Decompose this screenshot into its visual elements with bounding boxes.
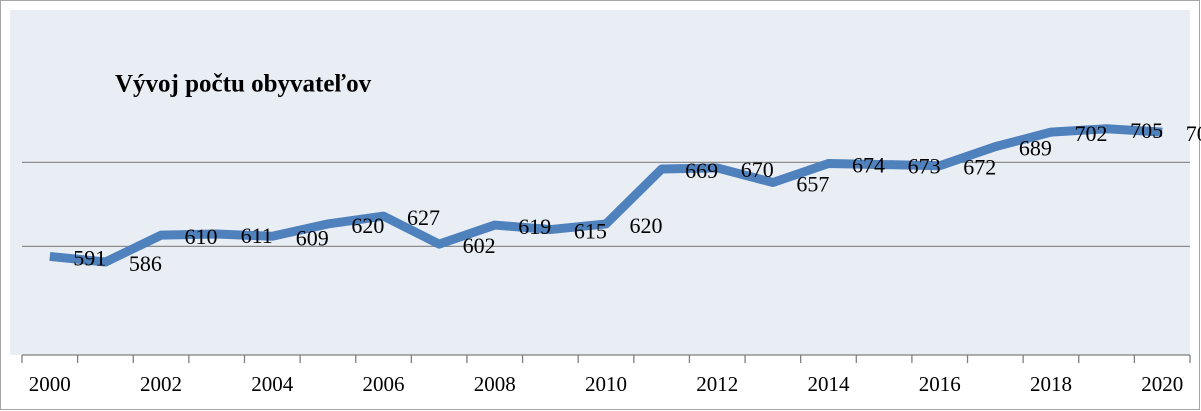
x-tick-label: 2002 bbox=[140, 372, 182, 396]
data-label: 609 bbox=[296, 225, 329, 250]
data-label: 689 bbox=[1019, 136, 1052, 161]
data-label: 620 bbox=[630, 213, 663, 238]
plot-area bbox=[10, 10, 1190, 355]
chart-title: Vývoj počtu obyvateľov bbox=[115, 71, 372, 98]
data-label: 591 bbox=[73, 245, 106, 270]
data-label: 673 bbox=[908, 154, 941, 179]
data-label: 615 bbox=[574, 219, 607, 244]
x-tick-label: 2020 bbox=[1141, 372, 1183, 396]
x-tick-label: 2018 bbox=[1030, 372, 1072, 396]
data-label: 702 bbox=[1186, 121, 1201, 146]
data-label: 611 bbox=[241, 223, 273, 248]
line bbox=[49, 124, 1163, 267]
data-label: 670 bbox=[741, 157, 774, 182]
x-tick-label: 2016 bbox=[919, 372, 961, 396]
x-tick-label: 2014 bbox=[807, 372, 850, 396]
x-tick-label: 2012 bbox=[696, 372, 738, 396]
x-tick-label: 2004 bbox=[251, 372, 294, 396]
x-tick-label: 2006 bbox=[363, 372, 405, 396]
data-label: 669 bbox=[685, 158, 718, 183]
x-tick-label: 2000 bbox=[29, 372, 71, 396]
data-label: 672 bbox=[963, 155, 996, 180]
data-label: 702 bbox=[1074, 121, 1107, 146]
data-label: 586 bbox=[129, 251, 162, 276]
data-label: 674 bbox=[852, 153, 885, 178]
data-label: 627 bbox=[407, 205, 440, 230]
data-label: 610 bbox=[185, 224, 218, 249]
data-label: 602 bbox=[463, 233, 496, 258]
x-tick-label: 2008 bbox=[474, 372, 516, 396]
x-tick-label: 2010 bbox=[585, 372, 627, 396]
data-label: 619 bbox=[518, 214, 551, 239]
data-label: 657 bbox=[796, 172, 829, 197]
data-label: 705 bbox=[1130, 118, 1163, 143]
data-label: 620 bbox=[351, 213, 384, 238]
